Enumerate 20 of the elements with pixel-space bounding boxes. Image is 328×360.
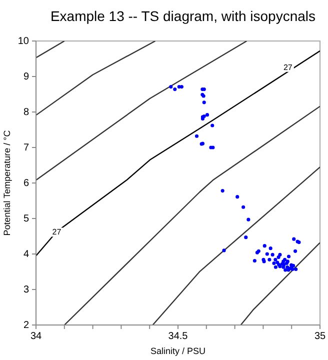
x-tick-label: 35 xyxy=(314,331,326,342)
x-tick-label: 34 xyxy=(30,331,42,342)
line-series xyxy=(64,106,320,325)
y-tick-label: 9 xyxy=(23,72,30,83)
y-tick-label: 7 xyxy=(23,142,30,154)
x-tick-label: 34.5 xyxy=(168,331,188,342)
annotation: 27 xyxy=(283,62,293,72)
y-tick-label: 2 xyxy=(23,320,30,332)
line-series xyxy=(36,50,320,256)
y-tick-label: 8 xyxy=(23,107,30,118)
annotation: 27 xyxy=(52,228,62,237)
chart-title: Example 13 -- TS diagram, with isopycnals xyxy=(50,8,316,24)
line-series xyxy=(152,166,320,325)
x-axis-title: Salinity / PSU xyxy=(150,346,206,356)
y-tick-label: 10 xyxy=(18,36,30,48)
y-tick-label: 3 xyxy=(23,284,30,296)
y-tick-label: 5 xyxy=(23,214,30,225)
y-tick-label: 4 xyxy=(23,249,30,260)
y-axis-title: Potential Temperature / °C xyxy=(2,130,12,236)
y-tick-label: 6 xyxy=(23,178,30,190)
